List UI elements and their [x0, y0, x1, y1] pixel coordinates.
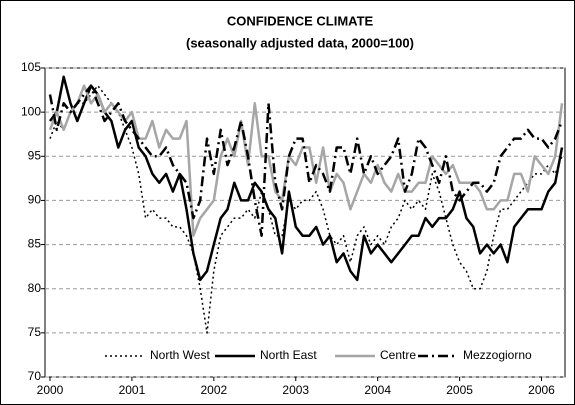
x-tick-label: 2004 [364, 383, 391, 397]
y-tick-label: 100 [21, 104, 41, 118]
x-tick-label: 2000 [37, 383, 64, 397]
series-line [48, 84, 564, 237]
y-tick-label: 70 [28, 369, 42, 383]
y-tick-label: 75 [28, 325, 42, 339]
legend-label: North East [260, 348, 317, 362]
x-tick-label: 2003 [282, 383, 309, 397]
x-tick-label: 2005 [446, 383, 473, 397]
x-tick-label: 2001 [119, 383, 146, 397]
legend-box [100, 347, 535, 365]
legend-label: Mezzogiorno [463, 348, 532, 362]
y-tick-label: 80 [28, 281, 42, 295]
y-tick-label: 105 [21, 60, 41, 74]
chart-title: CONFIDENCE CLIMATE [227, 13, 374, 28]
x-tick-label: 2002 [200, 383, 227, 397]
series-line [48, 84, 564, 237]
y-tick-label: 85 [28, 237, 42, 251]
chart-subtitle: (seasonally adjusted data, 2000=100) [186, 35, 414, 50]
y-tick-label: 95 [28, 148, 42, 162]
x-tick-label: 2006 [528, 383, 555, 397]
legend-label: Centre [380, 348, 416, 362]
y-tick-label: 90 [28, 193, 42, 207]
legend-label: North West [150, 348, 210, 362]
